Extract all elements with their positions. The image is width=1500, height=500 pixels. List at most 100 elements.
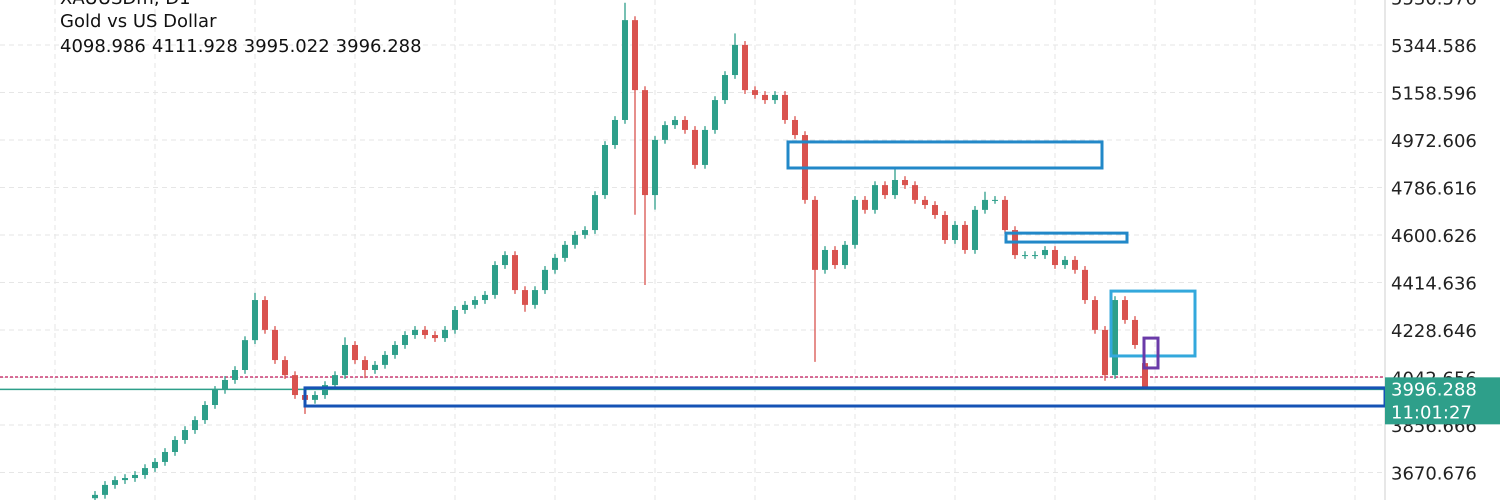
candle-body — [112, 480, 118, 485]
candle-body — [672, 119, 678, 126]
candle-body — [342, 344, 348, 376]
candle-body — [1072, 259, 1078, 270]
candle-body — [442, 329, 448, 339]
candle-body — [1112, 300, 1118, 376]
candle-body — [202, 404, 208, 421]
ohlc-close: 3996.288 — [335, 36, 422, 57]
candle-body — [912, 185, 918, 200]
candle-body — [432, 335, 438, 339]
candle-body — [422, 329, 428, 336]
candle-body — [1062, 259, 1068, 266]
candle-body — [622, 20, 628, 120]
candle-body — [862, 199, 868, 210]
candle-body — [162, 451, 168, 462]
candle-body — [592, 195, 598, 231]
candle-body — [1132, 319, 1138, 345]
y-tick-label: 4414.636 — [1391, 274, 1477, 295]
zone-box — [786, 140, 1104, 170]
candle-body — [402, 335, 408, 345]
candle-body — [762, 94, 768, 101]
candle-body — [1082, 269, 1088, 301]
candle-body — [392, 344, 398, 355]
candle-body — [462, 304, 468, 310]
y-tick-label: 3670.676 — [1391, 464, 1477, 485]
chart-title: XAUUSDm, D1 — [60, 0, 191, 9]
candle-body — [712, 100, 718, 130]
candle-body — [512, 255, 518, 291]
y-tick-label: 4600.626 — [1391, 226, 1477, 247]
candle-body — [1142, 363, 1148, 390]
candle-body — [532, 290, 538, 305]
candle-body — [482, 294, 488, 301]
candle-body — [702, 129, 708, 165]
candle-body — [682, 119, 688, 130]
zone-box — [1142, 336, 1160, 370]
candle-body — [892, 179, 898, 196]
candle-body — [312, 395, 318, 400]
candle-body — [782, 94, 788, 120]
candle-body — [612, 119, 618, 146]
candle-body — [142, 468, 148, 475]
price-tag-countdown: 11:01:27 — [1391, 402, 1472, 423]
candle-body — [1042, 249, 1048, 256]
candle-body — [1002, 199, 1008, 231]
candle-body — [1102, 329, 1108, 376]
candle-body — [222, 379, 228, 390]
candle-body — [822, 249, 828, 270]
y-tick-label: 4228.646 — [1391, 321, 1477, 342]
candle-body — [602, 145, 608, 196]
candle-body — [982, 199, 988, 210]
y-tick-label: 4786.616 — [1391, 179, 1477, 200]
candle-body — [522, 290, 528, 305]
candle-body — [362, 360, 368, 371]
candle-body — [102, 484, 108, 495]
candle-body — [372, 364, 378, 371]
candle-body — [902, 179, 908, 186]
candle-body — [502, 255, 508, 266]
candle-body — [1032, 255, 1038, 257]
candle-body — [132, 474, 138, 479]
candle-body — [452, 309, 458, 330]
ohlc-open: 4098.986 — [60, 36, 146, 57]
price-tag — [1385, 377, 1500, 425]
candle-body — [182, 430, 188, 440]
candle-body — [692, 129, 698, 165]
candle-body — [642, 90, 648, 196]
candle-body — [552, 257, 558, 270]
ohlc-high: 4111.928 — [151, 36, 238, 57]
y-tick-label: 5530.576 — [1391, 0, 1477, 10]
candle-body — [742, 44, 748, 91]
candle-body — [1092, 300, 1098, 330]
candle-body — [582, 230, 588, 235]
candle-body — [1022, 255, 1028, 257]
candle-body — [192, 420, 198, 431]
candle-body — [562, 244, 568, 258]
zone-box — [303, 386, 1387, 408]
ohlc-readout: 4098.986 4111.928 3995.022 3996.288 — [60, 36, 428, 57]
candle-body — [332, 375, 338, 386]
candle-body — [952, 224, 958, 241]
candle-body — [352, 344, 358, 361]
candle-body — [812, 199, 818, 270]
candle-body — [282, 360, 288, 376]
candle-body — [962, 224, 968, 250]
candle-body — [122, 478, 128, 481]
candle-body — [932, 205, 938, 215]
candle-body — [752, 90, 758, 95]
candle-body — [492, 265, 498, 295]
candle-body — [232, 370, 238, 380]
candle-body — [852, 199, 858, 245]
candle-body — [1052, 249, 1058, 266]
candle-body — [882, 185, 888, 196]
candle-body — [832, 249, 838, 266]
candle-body — [292, 375, 298, 396]
candle-body — [922, 199, 928, 206]
candle-body — [972, 209, 978, 250]
candle-body — [272, 329, 278, 361]
candle-body — [382, 354, 388, 365]
candle-body — [662, 125, 668, 140]
candle-body — [322, 385, 328, 396]
price-tag-value: 3996.288 — [1391, 379, 1477, 400]
